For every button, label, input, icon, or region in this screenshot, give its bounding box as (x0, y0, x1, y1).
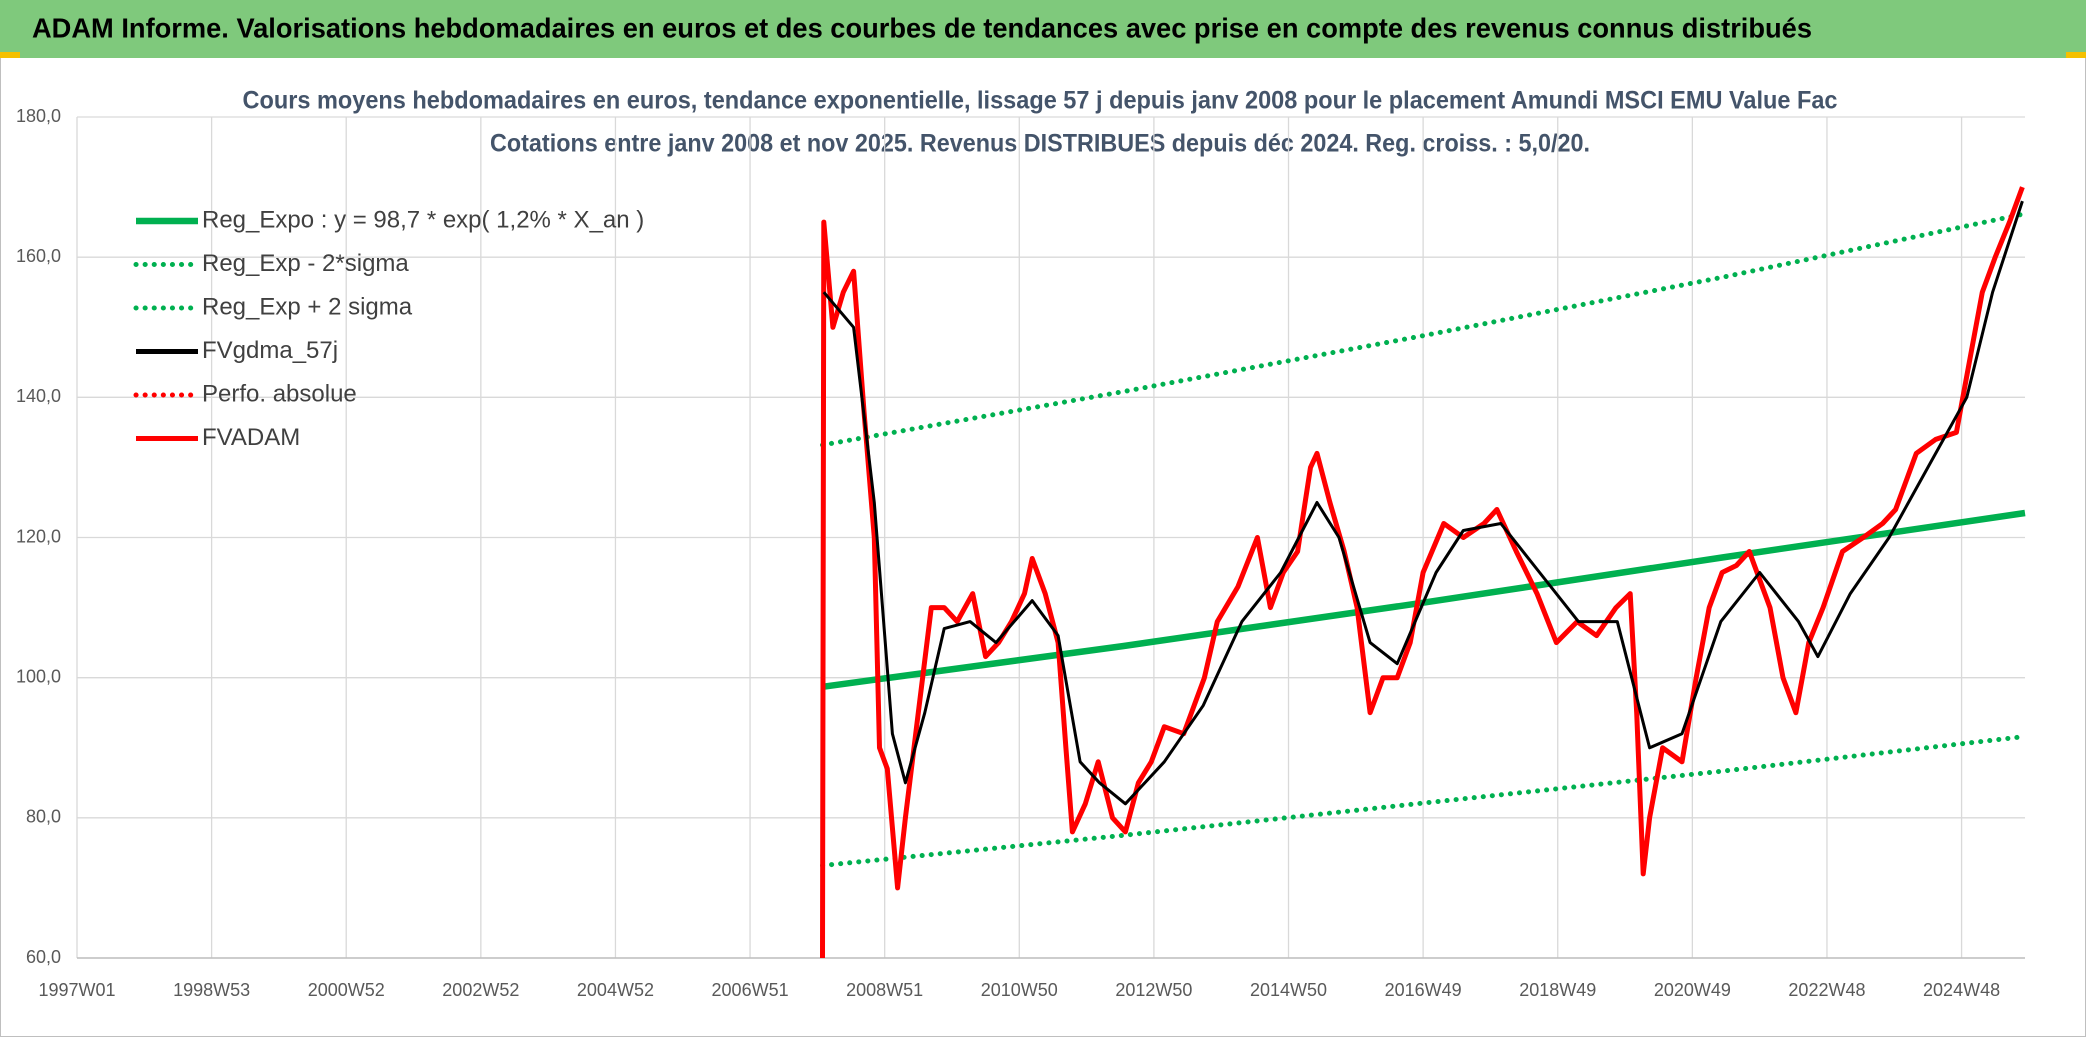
grid: 60,0 80,0 100,0 120,0 140,0 160,0 180,0 1997W01… (16, 106, 2025, 1000)
legend-label: Reg_Expo : y = 98,7 * exp( 1,2% * X_an ) (202, 206, 644, 233)
y-tick-label: 60,0 (26, 947, 61, 967)
x-tick-label: 2020W49 (1654, 980, 1731, 1000)
x-tick-label: 1998W53 (173, 980, 250, 1000)
y-tick-label: 140,0 (16, 386, 61, 406)
series-line (820, 211, 2028, 448)
x-tick-label: 2006W51 (712, 980, 789, 1000)
y-tick-label: 160,0 (16, 246, 61, 266)
header-band (0, 0, 2086, 58)
y-tick-label: 120,0 (16, 526, 61, 546)
x-tick-label: 2008W51 (846, 980, 923, 1000)
x-tick-label: 2000W52 (308, 980, 385, 1000)
legend-label: FVgdma_57j (202, 337, 338, 364)
y-tick-label: 100,0 (16, 666, 61, 686)
x-tick-label: 2014W50 (1250, 980, 1327, 1000)
legend: Reg_Expo : y = 98,7 * exp( 1,2% * X_an )… (133, 206, 644, 451)
series-line (820, 734, 2028, 868)
x-tick-label: 2022W48 (1788, 980, 1865, 1000)
chart-title: Cours moyens hebdomadaires en euros, ten… (243, 87, 1838, 115)
x-tick-label: 1997W01 (38, 980, 115, 1000)
x-tick-label: 2016W49 (1385, 980, 1462, 1000)
x-tick-label: 2010W50 (981, 980, 1058, 1000)
legend-label: Reg_Exp + 2 sigma (202, 293, 413, 320)
legend-label: Perfo. absolue (202, 380, 357, 407)
header-title: ADAM Informe. Valorisations hebdomadaire… (32, 12, 1812, 43)
series-line (822, 200, 2024, 806)
legend-label: FVADAM (202, 424, 300, 451)
x-tick-label: 2024W48 (1923, 980, 2000, 1000)
corner (0, 52, 20, 58)
y-tick-label: 80,0 (26, 807, 61, 827)
x-tick-label: 2018W49 (1519, 980, 1596, 1000)
plot (820, 186, 2028, 959)
legend-label: Reg_Exp - 2*sigma (202, 250, 409, 277)
chart-subtitle: Cotations entre janv 2008 et nov 2025. R… (490, 130, 1590, 158)
y-tick-label: 180,0 (16, 106, 61, 126)
x-tick-label: 2002W52 (442, 980, 519, 1000)
corner (2066, 52, 2086, 58)
x-tick-label: 2012W50 (1115, 980, 1192, 1000)
x-tick-label: 2004W52 (577, 980, 654, 1000)
